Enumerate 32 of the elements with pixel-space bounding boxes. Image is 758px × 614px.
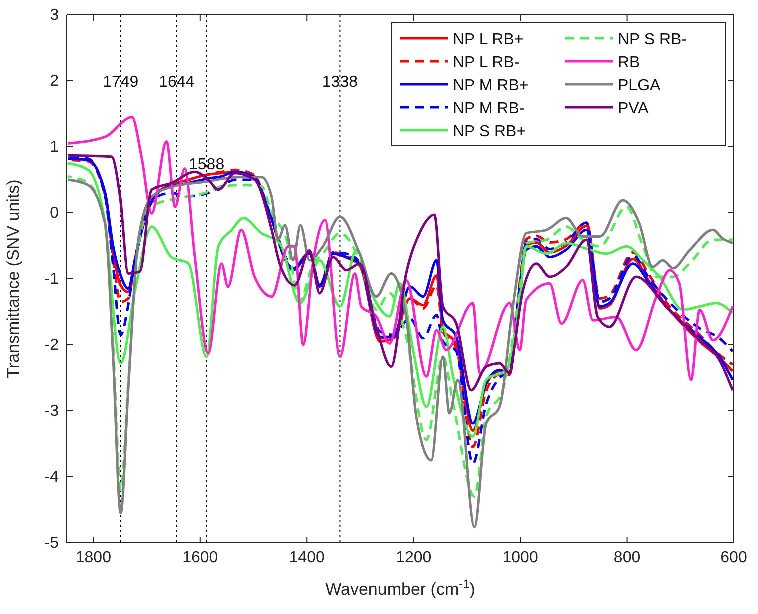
x-tick-label: 1000	[502, 549, 538, 566]
y-tick-label: 1	[50, 139, 60, 156]
x-tick-label: 800	[614, 549, 641, 566]
line-series	[67, 116, 734, 382]
x-tick-label: 1200	[396, 549, 432, 566]
legend-label: PLGA	[618, 78, 662, 94]
y-tick-label: -2	[44, 337, 60, 354]
x-tick-label: 1400	[289, 549, 326, 566]
annotation: 1749	[103, 74, 139, 91]
legend-label: NP S RB+	[453, 124, 526, 140]
y-tick-label: 0	[50, 205, 60, 222]
y-tick-label: 2	[50, 73, 60, 90]
x-tick-label: 1600	[182, 549, 218, 566]
legend-label: RB	[618, 54, 640, 72]
y-tick-label: -5	[44, 535, 60, 552]
y-tick-label: -3	[44, 403, 60, 420]
legend-label: NP S RB-	[618, 32, 688, 48]
legend-label: NP M RB+	[453, 78, 529, 94]
x-tick-label: 1800	[76, 549, 112, 566]
annotation: 1644	[159, 74, 195, 91]
legend-label: NP L RB+	[453, 32, 524, 48]
legend-label: PVA	[618, 100, 650, 118]
y-axis-title: Transmittance (SNV units)	[4, 180, 23, 378]
x-axis-title: Wavenumber (cm$^{-1}$)	[326, 577, 476, 599]
annotation: 1338	[322, 74, 358, 91]
y-tick-label: 3	[50, 7, 60, 24]
y-tick-label: -4	[44, 469, 60, 486]
annotation: 1588	[189, 156, 225, 174]
y-tick-label: -1	[44, 271, 60, 288]
legend-label: NP L RB-	[453, 54, 520, 72]
x-tick-label: 600	[720, 549, 748, 566]
legend-label: NP M RB-	[453, 100, 525, 118]
